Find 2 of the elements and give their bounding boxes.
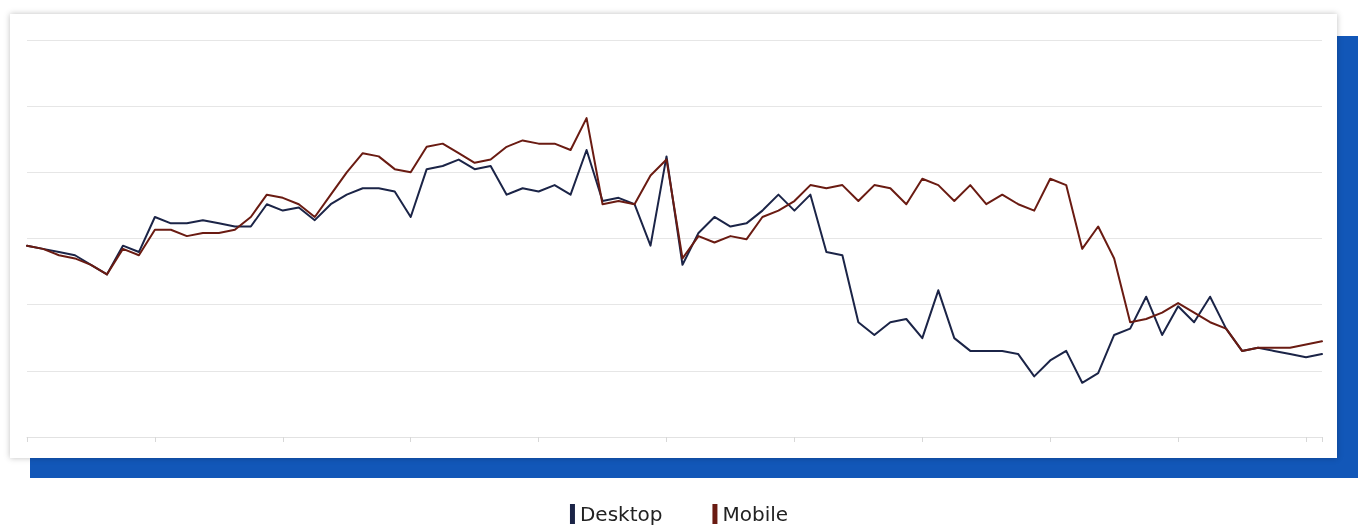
legend-label: Desktop: [579, 502, 663, 526]
legend-label: Mobile: [722, 502, 789, 526]
